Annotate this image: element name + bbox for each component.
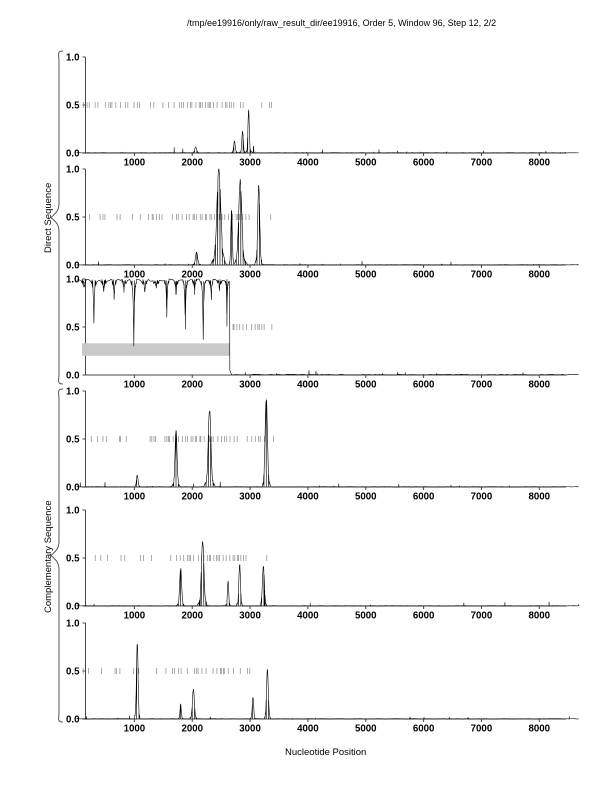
- svg-text:0.0: 0.0: [66, 714, 79, 725]
- svg-text:0.0: 0.0: [66, 482, 79, 493]
- svg-text:4000: 4000: [297, 724, 319, 735]
- svg-text:5000: 5000: [355, 492, 377, 503]
- svg-text:5000: 5000: [355, 270, 377, 281]
- svg-text:2000: 2000: [181, 270, 203, 281]
- svg-text:4000: 4000: [297, 492, 319, 503]
- svg-text:5000: 5000: [355, 380, 377, 391]
- svg-text:1.0: 1.0: [66, 164, 79, 175]
- svg-text:0.5: 0.5: [66, 666, 80, 677]
- svg-text:8000: 8000: [529, 380, 551, 391]
- svg-text:0.5: 0.5: [66, 434, 80, 445]
- svg-text:3000: 3000: [239, 492, 261, 503]
- svg-text:7000: 7000: [471, 611, 493, 622]
- svg-text:2000: 2000: [181, 492, 203, 503]
- svg-text:6000: 6000: [413, 492, 435, 503]
- svg-text:1000: 1000: [124, 611, 146, 622]
- svg-text:4000: 4000: [297, 380, 319, 391]
- svg-text:2000: 2000: [181, 611, 203, 622]
- svg-text:2000: 2000: [181, 380, 203, 391]
- svg-text:1000: 1000: [124, 380, 146, 391]
- svg-text:1.0: 1.0: [66, 52, 79, 63]
- svg-text:1000: 1000: [124, 724, 146, 735]
- svg-text:0.0: 0.0: [66, 370, 79, 381]
- svg-text:0.5: 0.5: [66, 100, 80, 111]
- svg-text:0.5: 0.5: [66, 553, 80, 564]
- svg-text:0.0: 0.0: [66, 260, 79, 271]
- svg-text:5000: 5000: [355, 611, 377, 622]
- svg-text:3000: 3000: [239, 158, 261, 169]
- svg-text:8000: 8000: [529, 270, 551, 281]
- svg-text:7000: 7000: [471, 724, 493, 735]
- svg-text:0.0: 0.0: [66, 601, 79, 612]
- svg-text:1000: 1000: [124, 158, 146, 169]
- svg-text:8000: 8000: [529, 158, 551, 169]
- svg-text:2000: 2000: [181, 158, 203, 169]
- svg-text:8000: 8000: [529, 492, 551, 503]
- svg-text:7000: 7000: [471, 380, 493, 391]
- svg-text:3000: 3000: [239, 270, 261, 281]
- svg-text:7000: 7000: [471, 270, 493, 281]
- svg-text:3000: 3000: [239, 380, 261, 391]
- svg-text:4000: 4000: [297, 270, 319, 281]
- svg-text:5000: 5000: [355, 158, 377, 169]
- svg-text:3000: 3000: [239, 724, 261, 735]
- svg-text:7000: 7000: [471, 158, 493, 169]
- svg-text:1000: 1000: [124, 270, 146, 281]
- svg-text:3000: 3000: [239, 611, 261, 622]
- svg-text:6000: 6000: [413, 611, 435, 622]
- svg-text:1.0: 1.0: [66, 386, 79, 397]
- svg-text:1000: 1000: [124, 492, 146, 503]
- svg-text:8000: 8000: [529, 724, 551, 735]
- svg-text:0.5: 0.5: [66, 212, 80, 223]
- svg-text:6000: 6000: [413, 724, 435, 735]
- svg-text:4000: 4000: [297, 158, 319, 169]
- svg-text:2000: 2000: [181, 724, 203, 735]
- svg-text:7000: 7000: [471, 492, 493, 503]
- svg-text:1.0: 1.0: [66, 505, 79, 516]
- svg-text:6000: 6000: [413, 158, 435, 169]
- svg-text:6000: 6000: [413, 270, 435, 281]
- svg-text:5000: 5000: [355, 724, 377, 735]
- svg-text:6000: 6000: [413, 380, 435, 391]
- svg-text:1.0: 1.0: [66, 618, 79, 629]
- svg-text:0.0: 0.0: [66, 148, 79, 159]
- svg-text:4000: 4000: [297, 611, 319, 622]
- svg-text:0.5: 0.5: [66, 322, 80, 333]
- svg-text:8000: 8000: [529, 611, 551, 622]
